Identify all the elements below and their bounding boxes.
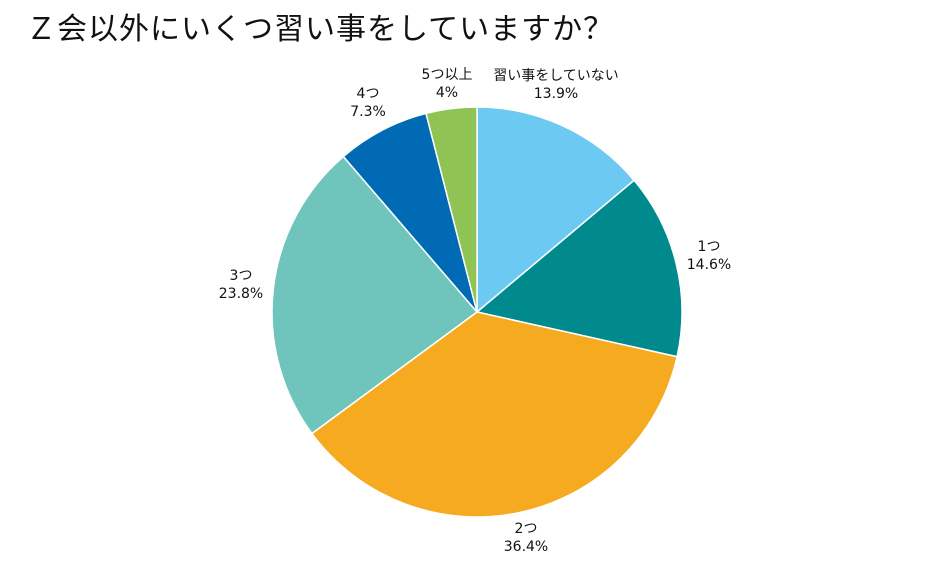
slice-label-one: 1つ 14.6% — [687, 238, 731, 274]
pie-slice-two — [310, 311, 678, 518]
slice-label-two-value: 36.4% — [503, 539, 549, 555]
slice-label-four-name: 4つ — [356, 86, 380, 102]
pie-slice-one — [475, 179, 683, 358]
slice-label-five-plus: 5つ以上 4% — [422, 66, 473, 102]
pie-slice-none — [476, 106, 636, 314]
slice-label-three-value: 23.8% — [218, 286, 264, 302]
slice-label-three: 3つ 23.8% — [219, 267, 263, 303]
slice-label-none: 習い事をしていない 13.9% — [493, 67, 619, 103]
pie-slice-three — [271, 155, 479, 435]
slice-label-five-plus-name: 5つ以上 — [421, 67, 473, 83]
slice-label-none-name: 習い事をしていない — [493, 68, 619, 84]
chart-title: Ｚ会以外にいくつ習い事をしていますか？ — [26, 12, 615, 47]
slice-label-three-name: 3つ — [229, 268, 253, 284]
slice-label-one-name: 1つ — [697, 239, 721, 255]
slice-label-five-plus-value: 4% — [435, 85, 459, 101]
slice-label-two: 2つ 36.4% — [504, 520, 548, 556]
slice-label-four-value: 7.3% — [350, 104, 386, 120]
slice-label-one-value: 14.6% — [686, 257, 732, 273]
slice-label-two-name: 2つ — [514, 521, 538, 537]
slice-label-none-value: 13.9% — [533, 86, 579, 102]
pie-slice-five-plus — [425, 106, 478, 313]
slice-label-four: 4つ 7.3% — [350, 85, 386, 121]
